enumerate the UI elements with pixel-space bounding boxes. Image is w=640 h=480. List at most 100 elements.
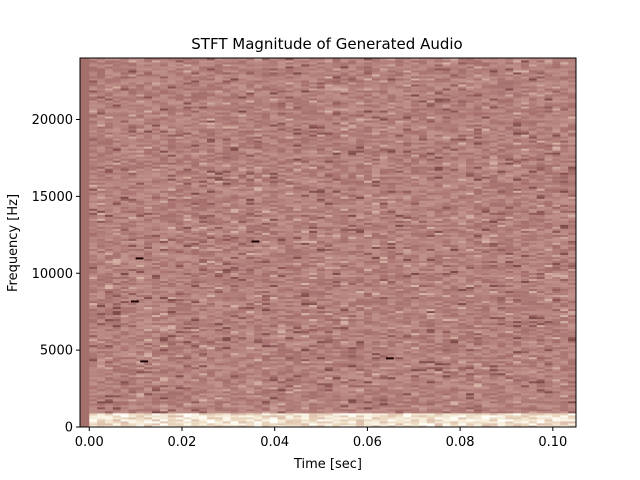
- spectrogram-cell: [254, 112, 263, 115]
- spectrogram-cell: [277, 206, 286, 209]
- spectrogram-cell: [152, 288, 161, 292]
- spectrogram-cell: [222, 384, 231, 388]
- spectrogram-cell: [144, 414, 153, 418]
- spectrogram-cell: [104, 80, 114, 83]
- spectrogram-cell: [144, 410, 153, 414]
- spectrogram-cell: [159, 122, 169, 125]
- spectrogram-cell: [214, 114, 224, 117]
- spectrogram-cell: [120, 68, 129, 71]
- spectrogram-cell: [191, 126, 200, 129]
- spectrogram-cell: [199, 146, 208, 149]
- spectrogram-cell: [159, 214, 169, 217]
- spectrogram-cell: [293, 312, 302, 316]
- spectrogram-cell: [120, 136, 129, 139]
- spectrogram-cell: [183, 204, 192, 207]
- spectrogram-cell: [136, 280, 145, 284]
- spectrogram-cell: [293, 348, 302, 352]
- spectrogram-cell: [159, 114, 169, 117]
- spectrogram-cell: [238, 352, 247, 356]
- spectrogram-cell: [222, 114, 231, 117]
- spectrogram-cell: [199, 414, 208, 418]
- spectrogram-cell: [277, 82, 286, 85]
- spectrogram-cell: [214, 168, 224, 171]
- spectrogram-cell: [191, 396, 200, 400]
- spectrogram-cell: [269, 70, 279, 73]
- spectrogram-cell: [183, 324, 192, 328]
- spectrogram-cell: [269, 176, 279, 179]
- spectrogram-cell: [254, 104, 263, 107]
- spectrogram-cell: [222, 372, 231, 376]
- spectrogram-cell: [89, 386, 98, 390]
- spectrogram-cell: [285, 126, 294, 129]
- spectrogram-cell: [159, 220, 169, 223]
- spectrogram-cell: [214, 312, 224, 316]
- spectrogram-cell: [238, 260, 247, 263]
- spectrogram-cell: [97, 246, 106, 249]
- spectrogram-cell: [159, 328, 169, 332]
- spectrogram-cell: [254, 188, 263, 191]
- spectrogram-cell: [152, 322, 161, 326]
- spectrogram-cell: [104, 364, 114, 368]
- spectrogram-cell: [120, 384, 129, 388]
- spectrogram-cell: [261, 126, 271, 129]
- spectrogram-cell: [207, 338, 216, 342]
- spectrogram-cell: [207, 326, 216, 330]
- spectrogram-cell: [104, 260, 114, 263]
- spectrogram-cell: [128, 86, 137, 89]
- spectrogram-cell: [104, 348, 114, 352]
- spectrogram-cell: [246, 176, 255, 179]
- spectrogram-cell: [97, 164, 106, 167]
- spectrogram-cell: [199, 262, 208, 265]
- spectrogram-cell: [159, 370, 169, 374]
- spectrogram-cell: [207, 148, 216, 151]
- spectrogram-cell: [199, 236, 208, 239]
- spectrogram-cell: [136, 200, 145, 203]
- spectrogram-cell: [97, 104, 106, 107]
- spectrogram-cell: [136, 166, 145, 169]
- spectrogram-cell: [120, 76, 129, 79]
- spectrogram-cell: [159, 300, 169, 304]
- spectrogram-cell: [207, 284, 216, 288]
- spectrogram-cell: [144, 100, 153, 103]
- spectrogram-cell: [277, 424, 286, 428]
- spectrogram-cell: [191, 380, 200, 384]
- spectrogram-cell: [246, 228, 255, 231]
- spectrogram-cell: [120, 164, 129, 167]
- spectrogram-cell: [183, 188, 192, 191]
- spectrogram-cell: [214, 154, 224, 157]
- spectrogram-cell: [175, 210, 184, 213]
- spectrogram-cell: [89, 80, 98, 83]
- spectrogram-cell: [128, 180, 137, 183]
- spectrogram-cell: [214, 244, 224, 247]
- spectrogram-cell: [214, 230, 224, 233]
- spectrogram-cell: [144, 162, 153, 165]
- spectrogram-cell: [199, 60, 208, 63]
- spectrogram-cell: [167, 170, 177, 173]
- spectrogram-cell: [144, 314, 153, 318]
- spectrogram-cell: [230, 366, 239, 370]
- spectrogram-cell: [199, 234, 208, 237]
- spectrogram-cell: [293, 58, 302, 61]
- spectrogram-cell: [128, 256, 137, 259]
- spectrogram-cell: [230, 338, 239, 342]
- spectrogram-cell: [152, 58, 161, 61]
- spectrogram-cell: [246, 326, 255, 330]
- spectrogram-cell: [191, 220, 200, 223]
- spectrogram-cell: [214, 122, 224, 125]
- spectrogram-cell: [175, 402, 184, 406]
- spectrogram-cell: [152, 406, 161, 410]
- spectrogram-cell: [152, 270, 161, 273]
- spectrogram-cell: [191, 266, 200, 269]
- spectrogram-cell: [112, 348, 122, 352]
- spectrogram-cell: [167, 386, 177, 390]
- spectrogram-cell: [144, 88, 153, 91]
- spectrogram-cell: [199, 406, 208, 410]
- spectrogram-cell: [191, 358, 200, 362]
- spectrogram-cell: [97, 152, 106, 155]
- spectrogram-cell: [254, 266, 263, 269]
- spectrogram-cell: [214, 326, 224, 330]
- spectrogram-cell: [191, 262, 200, 265]
- spectrogram-cell: [159, 136, 169, 139]
- spectrogram-cell: [199, 412, 208, 416]
- spectrogram-cell: [246, 424, 255, 428]
